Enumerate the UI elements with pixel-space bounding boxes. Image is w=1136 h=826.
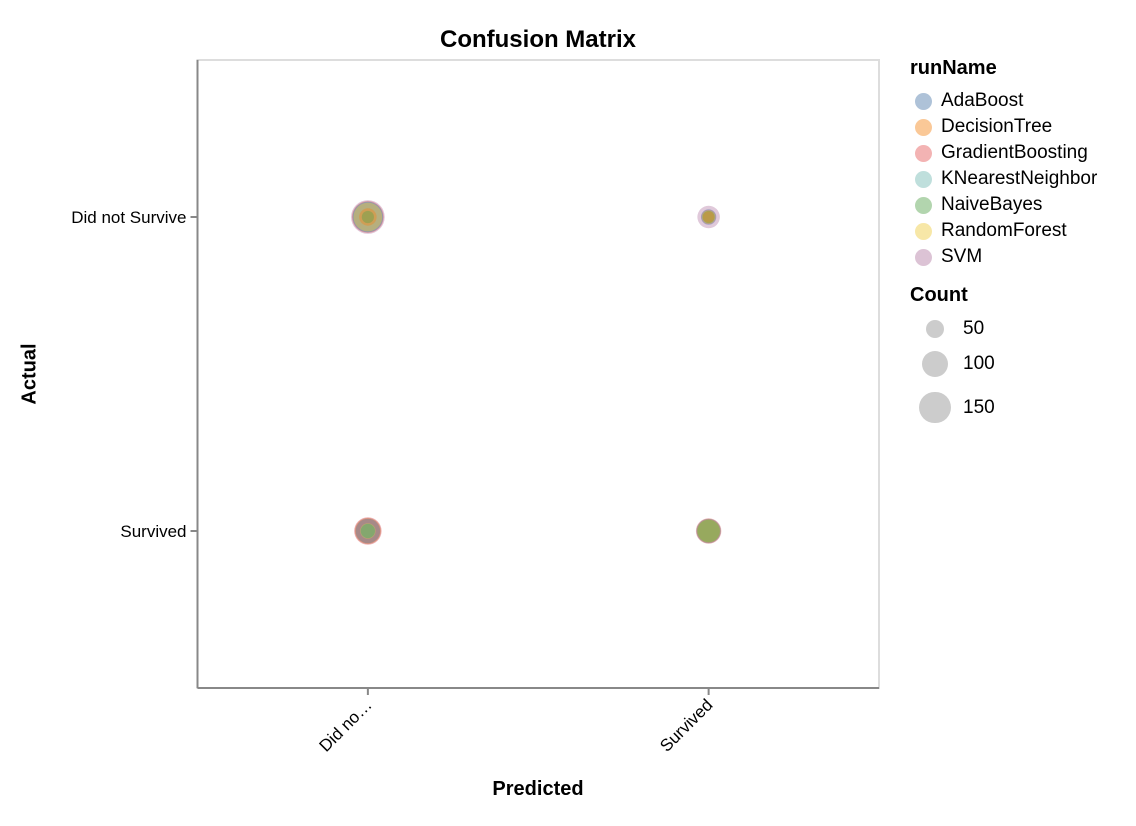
bubble-knearestneighbor[interactable] (360, 523, 376, 539)
bubble-gradientboosting[interactable] (351, 201, 384, 233)
legend-label: GradientBoosting (941, 142, 1088, 163)
chart-title: Confusion Matrix (440, 26, 636, 53)
legend-label: KNearestNeighbor (941, 168, 1098, 189)
bubble-randomforest[interactable] (697, 519, 720, 543)
legend-item-decisiontree: DecisionTree (915, 114, 1052, 140)
legend-item-naivebayes: NaiveBayes (915, 192, 1042, 218)
x-tick-label: Survived (656, 695, 716, 755)
bubble-naivebayes[interactable] (360, 523, 375, 539)
bubble-gradientboosting[interactable] (695, 518, 722, 544)
legend-item-svm: SVM (915, 244, 982, 270)
view-border (196, 59, 880, 689)
bubble-adaboost[interactable] (700, 209, 717, 225)
legend-swatch-svm-icon (915, 248, 932, 266)
bubble-decisiontree[interactable] (359, 208, 377, 226)
y-axis-title-text: Actual (18, 343, 41, 405)
legend-swatch-adaboost-icon (915, 92, 932, 110)
x-tick-label: Did no… (315, 695, 375, 755)
legend-item-gradientboosting: GradientBoosting (915, 140, 1088, 166)
y-tick-label: Survived (120, 522, 186, 541)
bubble-adaboost[interactable] (355, 518, 381, 544)
count-legend-value: 150 (963, 396, 995, 418)
legend-swatch-knearestneighbor-icon (915, 170, 932, 188)
bubble-gradientboosting[interactable] (354, 517, 382, 545)
count-symbol-icon (925, 319, 945, 339)
bubble-naivebayes[interactable] (697, 519, 720, 543)
bubble-randomforest[interactable] (701, 210, 716, 224)
legend-swatch-decisiontree-icon (915, 118, 932, 136)
run-legend-title: runName (910, 57, 997, 79)
bubble-adaboost[interactable] (696, 518, 721, 544)
count-symbol-icon (919, 391, 951, 424)
bubble-adaboost[interactable] (352, 201, 384, 233)
legend-label: RandomForest (941, 220, 1067, 241)
legend-label: SVM (941, 246, 983, 267)
legend-item-randomforest: RandomForest (915, 218, 1067, 244)
bubble-knearestneighbor[interactable] (696, 519, 721, 543)
bubble-naivebayes[interactable] (702, 210, 715, 224)
legend-swatch-randomforest-icon (915, 222, 932, 240)
count-legend-value: 50 (963, 318, 985, 339)
count-legend-value: 100 (963, 352, 995, 374)
bubble-svm[interactable] (351, 200, 385, 234)
legend-label: NaiveBayes (941, 194, 1043, 215)
legend-item-knearestneighbor: KNearestNeighbor (915, 166, 1097, 192)
bubble-knearestneighbor[interactable] (701, 210, 716, 224)
bubble-svm[interactable] (697, 205, 720, 229)
bubble-svm[interactable] (354, 517, 382, 545)
bubble-randomforest[interactable] (360, 523, 376, 539)
legend-label: AdaBoost (941, 90, 1024, 111)
bubble-decisiontree[interactable] (702, 211, 715, 223)
bubble-svm[interactable] (696, 519, 721, 543)
legend-label: DecisionTree (941, 116, 1053, 137)
bubble-gradientboosting[interactable] (701, 209, 716, 225)
count-legend-title: Count (910, 284, 968, 306)
legend-swatch-gradientboosting-icon (915, 144, 932, 162)
legend-item-adaboost: AdaBoost (915, 88, 1023, 114)
count-symbol-icon (922, 350, 948, 377)
bubble-decisiontree[interactable] (696, 519, 721, 543)
bubble-naivebayes[interactable] (361, 210, 374, 224)
bubble-decisiontree[interactable] (355, 518, 381, 544)
y-tick-label: Did not Survive (71, 208, 186, 227)
bubble-knearestneighbor[interactable] (353, 202, 383, 232)
x-axis-title: Predicted (492, 778, 584, 800)
legend-swatch-naivebayes-icon (915, 196, 932, 214)
bubble-randomforest[interactable] (353, 202, 383, 232)
